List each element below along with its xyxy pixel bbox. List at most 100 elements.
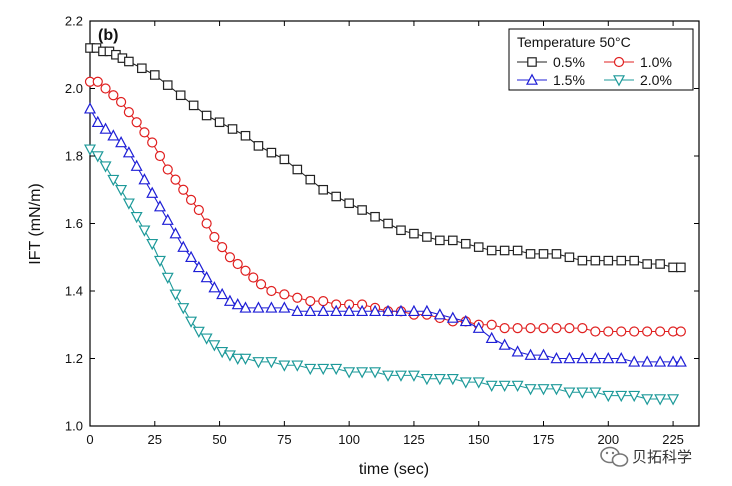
series-2.0% [84, 144, 680, 406]
data-point [115, 136, 128, 148]
data-point [524, 348, 537, 360]
data-point [674, 355, 687, 367]
x-tick-label: 200 [597, 432, 619, 447]
data-point [265, 357, 278, 369]
legend-marker [613, 56, 625, 68]
legend-label: 1.5% [553, 72, 585, 88]
data-point [200, 271, 213, 283]
data-point [602, 390, 615, 403]
y-tick-label: 2.2 [65, 14, 83, 29]
legend-entry: 1.0% [604, 54, 672, 70]
data-point [615, 390, 628, 403]
data-point [603, 255, 614, 266]
data-point [642, 259, 652, 269]
data-point [537, 348, 550, 360]
data-point [642, 326, 653, 337]
data-point [576, 387, 589, 399]
data-point [146, 186, 159, 198]
wechat-icon [600, 446, 629, 467]
series-layer [84, 43, 687, 406]
data-point [107, 174, 120, 187]
data-point [641, 355, 654, 367]
y-tick-label: 2.0 [65, 81, 83, 96]
data-point [115, 184, 128, 197]
data-point [147, 137, 158, 148]
data-point [304, 363, 317, 376]
data-point [278, 360, 291, 372]
data-point [201, 110, 212, 121]
data-point [668, 262, 678, 273]
data-point [667, 355, 680, 367]
data-point [232, 258, 243, 270]
data-point [676, 262, 686, 273]
data-point [537, 384, 550, 396]
data-point [200, 333, 213, 345]
data-point [185, 250, 198, 263]
data-point [394, 370, 407, 382]
data-point [396, 225, 406, 236]
data-point [616, 326, 627, 337]
data-point [192, 326, 205, 338]
data-point [161, 272, 174, 284]
data-point [383, 218, 393, 229]
data-point [185, 316, 198, 328]
y-tick-label: 1.6 [65, 216, 83, 231]
data-point [154, 150, 166, 162]
x-tick-label: 25 [148, 432, 162, 447]
data-point [343, 367, 356, 379]
x-tick-label: 50 [212, 432, 226, 447]
data-point [590, 326, 601, 337]
data-point [107, 129, 120, 141]
legend-entries: 0.5% 1.0% 1.5% 2.0% [517, 54, 672, 88]
x-tick-label: 100 [338, 432, 360, 447]
data-point [223, 350, 236, 362]
data-point [214, 117, 225, 128]
data-point [498, 338, 511, 350]
data-point [252, 357, 265, 369]
data-point [122, 198, 135, 210]
data-point [511, 380, 524, 392]
data-point [655, 326, 666, 337]
data-point [266, 285, 277, 297]
series-0.5% [85, 43, 686, 273]
data-point [654, 355, 667, 367]
data-point [675, 326, 686, 337]
data-point [472, 321, 485, 333]
x-tick-label: 150 [468, 432, 490, 447]
data-point [589, 352, 602, 364]
data-point [473, 242, 484, 252]
data-point [248, 272, 259, 283]
data-point [446, 311, 459, 323]
data-point [407, 304, 420, 317]
data-point [629, 326, 640, 337]
data-point [178, 184, 189, 195]
data-point [304, 304, 317, 317]
data-point [131, 117, 142, 128]
data-point [576, 352, 589, 364]
x-tick-label: 175 [533, 432, 555, 447]
legend-entry: 0.5% [517, 54, 585, 70]
data-point [265, 301, 278, 313]
legend-entry: 2.0% [604, 72, 672, 88]
data-point [382, 370, 395, 382]
y-tick-label: 1.8 [65, 149, 83, 164]
data-point [292, 164, 303, 175]
data-point [137, 63, 147, 74]
data-point [84, 144, 96, 156]
data-point [122, 146, 135, 158]
data-point [192, 260, 205, 273]
data-point [224, 252, 236, 263]
data-point [91, 151, 104, 163]
data-point [188, 100, 199, 111]
data-point [208, 281, 221, 293]
legend-entry: 1.5% [517, 72, 585, 88]
data-point [498, 380, 511, 392]
data-point [216, 346, 229, 359]
watermark-text: 贝拓科学 [632, 449, 692, 466]
data-point [130, 211, 143, 224]
data-point [305, 174, 316, 185]
data-point [162, 164, 173, 175]
data-point [169, 289, 182, 301]
data-point [330, 304, 343, 317]
